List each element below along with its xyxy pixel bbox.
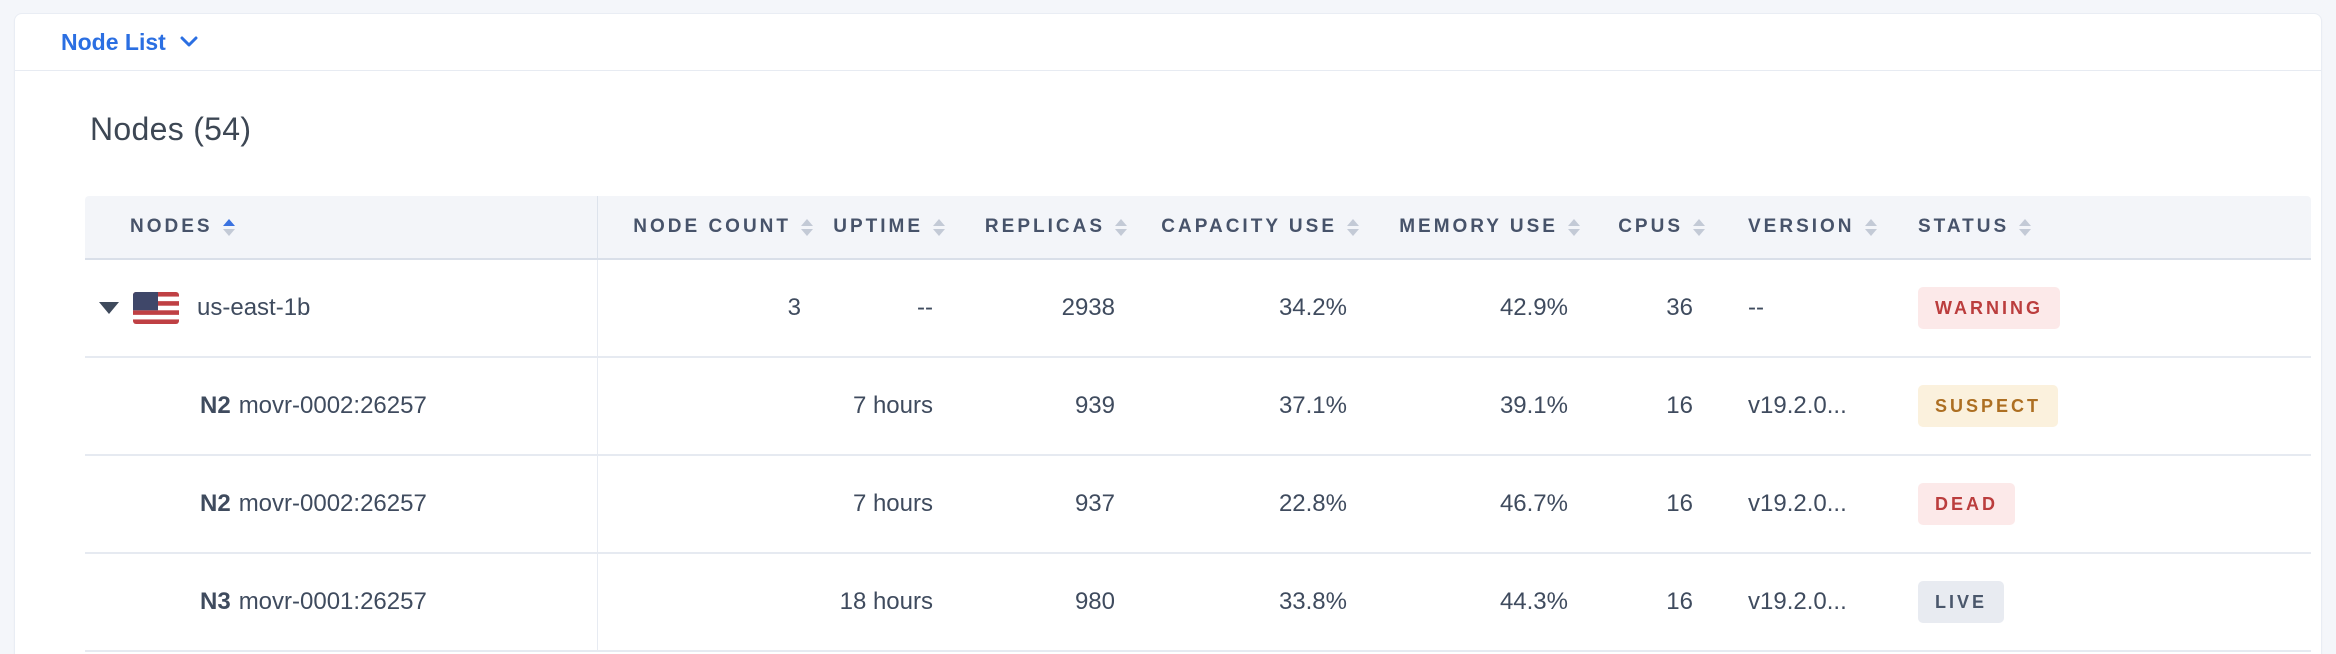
nodes-cell: us-east-1b xyxy=(85,260,598,356)
replicas-cell: 980 xyxy=(1074,588,1115,615)
node-name: N2 movr-0002:26257 xyxy=(200,392,427,420)
memory-use-cell: 46.7% xyxy=(1499,490,1568,517)
node-name: N2 movr-0002:26257 xyxy=(200,490,427,518)
page-title: Nodes (54) xyxy=(90,111,252,147)
column-header-memory-use-label: MEMORY USE xyxy=(1399,216,1558,237)
column-header-status[interactable]: STATUS xyxy=(1898,196,2311,258)
column-header-version[interactable]: VERSION xyxy=(1713,196,1898,258)
cpus-cell: 16 xyxy=(1666,588,1693,615)
column-header-replicas-label: REPLICAS xyxy=(984,216,1105,237)
version-cell: -- xyxy=(1748,294,1764,321)
sort-icon[interactable] xyxy=(1864,218,1877,236)
column-header-replicas[interactable]: REPLICAS xyxy=(953,196,1135,258)
node-list-card: Node List Nodes (54) NODES NODE COUNT xyxy=(14,13,2322,654)
capacity-use-cell: 33.8% xyxy=(1278,588,1347,615)
sort-icon[interactable] xyxy=(933,218,945,236)
node-list-dropdown[interactable]: Node List xyxy=(61,29,198,56)
column-header-node-count-label: NODE COUNT xyxy=(633,216,791,237)
node-address: movr-0002:26257 xyxy=(238,490,427,517)
card-header: Node List xyxy=(15,14,2321,71)
cpus-cell: 16 xyxy=(1666,392,1693,419)
region-name: us-east-1b xyxy=(197,294,311,321)
nodes-table: NODES NODE COUNT UPTIME REPLICAS xyxy=(85,196,2311,652)
column-header-node-count[interactable]: NODE COUNT xyxy=(598,196,821,258)
card-body: Nodes (54) NODES NODE COUNT UPTIME xyxy=(15,71,2321,652)
table-header-row: NODES NODE COUNT UPTIME REPLICAS xyxy=(85,196,2311,260)
node-address: movr-0002:26257 xyxy=(238,392,427,419)
node-id: N3 xyxy=(200,588,231,615)
status-badge: SUSPECT xyxy=(1918,385,2059,427)
status-cell: LIVE xyxy=(1898,554,2311,650)
uptime-cell: 7 hours xyxy=(852,392,933,419)
capacity-use-cell: 34.2% xyxy=(1278,294,1347,321)
node-id: N2 xyxy=(200,392,231,419)
table-row-node[interactable]: N2 movr-0002:26257 7 hours 939 37.1% 39.1… xyxy=(85,358,2311,456)
status-cell: DEAD xyxy=(1898,456,2311,552)
column-header-cpus[interactable]: CPUS xyxy=(1588,196,1713,258)
memory-use-cell: 44.3% xyxy=(1499,588,1568,615)
sort-icon[interactable] xyxy=(1347,218,1359,236)
column-header-uptime-label: UPTIME xyxy=(833,216,923,237)
column-header-version-label: VERSION xyxy=(1748,216,1855,237)
node-name: N3 movr-0001:26257 xyxy=(200,588,427,616)
replicas-cell: 937 xyxy=(1074,490,1115,517)
nodes-cell: N2 movr-0002:26257 xyxy=(85,456,598,552)
version-cell: v19.2.0... xyxy=(1748,588,1847,615)
nodes-cell: N3 movr-0001:26257 xyxy=(85,554,598,650)
column-header-cpus-label: CPUS xyxy=(1618,216,1683,237)
column-header-nodes[interactable]: NODES xyxy=(85,196,598,258)
memory-use-cell: 42.9% xyxy=(1499,294,1568,321)
uptime-cell: -- xyxy=(917,294,933,321)
node-count-cell: 3 xyxy=(787,294,801,321)
version-cell: v19.2.0... xyxy=(1748,392,1847,419)
chevron-down-icon xyxy=(180,36,198,47)
node-count-cell xyxy=(598,456,821,552)
status-badge: LIVE xyxy=(1918,581,2005,623)
column-header-nodes-label: NODES xyxy=(130,216,213,237)
uptime-cell: 7 hours xyxy=(852,490,933,517)
version-cell: v19.2.0... xyxy=(1748,490,1847,517)
table-row-node[interactable]: N2 movr-0002:26257 7 hours 937 22.8% 46.7… xyxy=(85,456,2311,554)
node-list-dropdown-label: Node List xyxy=(61,28,166,55)
column-header-uptime[interactable]: UPTIME xyxy=(821,196,953,258)
sort-icon[interactable] xyxy=(222,218,235,236)
node-id: N2 xyxy=(200,490,231,517)
memory-use-cell: 39.1% xyxy=(1499,392,1568,419)
sort-icon[interactable] xyxy=(2019,218,2032,236)
sort-icon[interactable] xyxy=(1568,218,1580,236)
cpus-cell: 16 xyxy=(1666,490,1693,517)
column-header-status-label: STATUS xyxy=(1918,216,2010,237)
uptime-cell: 18 hours xyxy=(839,588,933,615)
column-header-capacity-use[interactable]: CAPACITY USE xyxy=(1135,196,1367,258)
status-badge: WARNING xyxy=(1918,287,2060,329)
sort-icon[interactable] xyxy=(1115,218,1127,236)
cpus-cell: 36 xyxy=(1666,294,1693,321)
nodes-cell: N2 movr-0002:26257 xyxy=(85,358,598,454)
table-row-node[interactable]: N3 movr-0001:26257 18 hours 980 33.8% 44.… xyxy=(85,554,2311,652)
capacity-use-cell: 22.8% xyxy=(1278,490,1347,517)
replicas-cell: 939 xyxy=(1074,392,1115,419)
sort-icon[interactable] xyxy=(801,218,813,236)
table-row-region[interactable]: us-east-1b 3 -- 2938 34.2% 42.9% 36 -- W… xyxy=(85,260,2311,358)
status-cell: SUSPECT xyxy=(1898,358,2311,454)
node-count-cell xyxy=(598,358,821,454)
expand-caret-icon[interactable] xyxy=(99,302,119,314)
status-badge: DEAD xyxy=(1918,483,2016,525)
us-flag-icon xyxy=(133,292,179,324)
node-count-cell xyxy=(598,554,821,650)
status-cell: WARNING xyxy=(1898,260,2311,356)
sort-icon[interactable] xyxy=(1693,218,1705,236)
node-address: movr-0001:26257 xyxy=(238,588,427,615)
replicas-cell: 2938 xyxy=(1061,294,1115,321)
column-header-capacity-use-label: CAPACITY USE xyxy=(1161,216,1337,237)
capacity-use-cell: 37.1% xyxy=(1278,392,1347,419)
column-header-memory-use[interactable]: MEMORY USE xyxy=(1367,196,1588,258)
